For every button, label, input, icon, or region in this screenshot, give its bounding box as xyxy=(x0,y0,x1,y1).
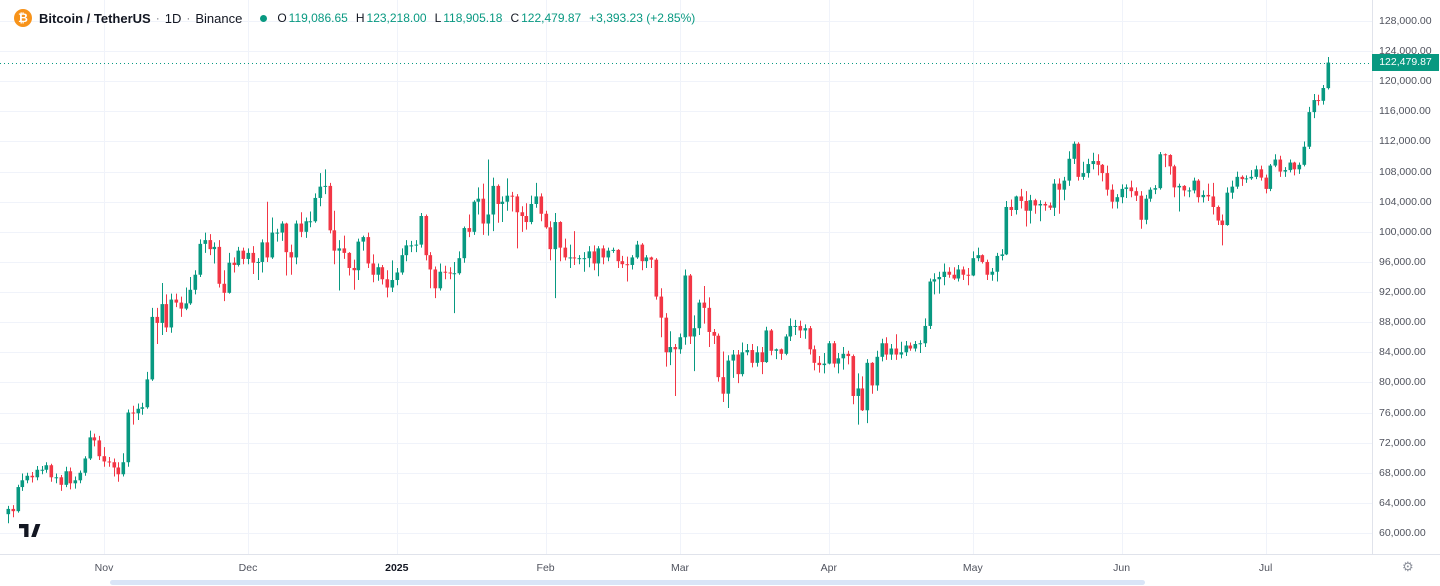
ohlc-low-value: 118,905.18 xyxy=(443,11,503,25)
price-axis-label: 100,000.00 xyxy=(1379,225,1432,238)
ohlc-close-value: 122,479.87 xyxy=(521,11,582,25)
time-axis-label: Apr xyxy=(820,562,837,574)
bitcoin-icon: ₿ xyxy=(14,9,32,27)
time-axis-label: Feb xyxy=(536,562,555,574)
legend-separator: · xyxy=(186,11,191,25)
ohlc-close-label: C xyxy=(510,11,520,25)
time-axis-label: Jun xyxy=(1113,562,1131,574)
price-axis-label: 128,000.00 xyxy=(1379,15,1432,27)
ohlc-open-value: 119,086.65 xyxy=(288,11,348,25)
price-axis-label: 108,000.00 xyxy=(1379,165,1432,178)
interval-label[interactable]: 1D xyxy=(164,10,182,26)
price-axis-label: 116,000.00 xyxy=(1379,105,1431,118)
price-axis-label: 96,000.00 xyxy=(1379,255,1426,268)
horizontal-scrollbar[interactable] xyxy=(110,580,1145,585)
ohlc-low-label: L xyxy=(434,11,442,25)
price-axis-label: 80,000.00 xyxy=(1379,376,1426,389)
price-axis-label: 92,000.00 xyxy=(1379,286,1426,299)
time-axis-label: Mar xyxy=(670,562,690,574)
ohlc-high-value: 123,218.00 xyxy=(366,11,427,25)
price-axis-label: 112,000.00 xyxy=(1379,135,1431,148)
price-axis-label: 120,000.00 xyxy=(1379,75,1432,88)
time-axis-label: May xyxy=(962,562,983,574)
last-price-badge: 122,479.87 xyxy=(1372,53,1439,71)
price-axis-label: 84,000.00 xyxy=(1379,346,1426,359)
price-axis-label: 64,000.00 xyxy=(1379,496,1426,509)
price-axis-label: 68,000.00 xyxy=(1379,466,1426,479)
time-axis-label: Nov xyxy=(94,562,114,574)
time-axis-label: Dec xyxy=(238,562,258,574)
symbol-legend: ₿ Bitcoin / TetherUS · 1D · Binance O 119… xyxy=(14,9,695,27)
legend-separator: · xyxy=(155,11,160,25)
symbol-title[interactable]: Bitcoin / TetherUS xyxy=(39,10,151,26)
time-axis-label: Jul xyxy=(1258,562,1273,574)
price-change: +3,393.23 (+2.85%) xyxy=(589,11,696,25)
price-axis-label: 104,000.00 xyxy=(1379,195,1432,208)
price-axis[interactable]: 128,000.00 124,000.00 120,000.00 116,000.00… xyxy=(1372,0,1440,554)
time-axis-label: 2025 xyxy=(385,562,409,574)
ohlc-open-label: O xyxy=(277,11,287,25)
price-axis-label: 72,000.00 xyxy=(1379,436,1426,449)
settings-gear-icon[interactable]: ⚙ xyxy=(1402,559,1414,574)
ohlc-high-label: H xyxy=(355,11,365,25)
market-status-dot xyxy=(260,14,268,22)
price-axis-label: 88,000.00 xyxy=(1379,316,1426,329)
price-axis-label: 60,000.00 xyxy=(1379,527,1426,539)
candlestick-chart[interactable] xyxy=(0,0,1372,554)
ohlc-values: O 119,086.65 H 123,218.00 L 118,905.18 C 122… xyxy=(277,11,695,25)
exchange-label[interactable]: Binance xyxy=(195,10,243,26)
price-axis-label: 76,000.00 xyxy=(1379,406,1426,419)
tradingview-logo[interactable] xyxy=(16,520,46,540)
